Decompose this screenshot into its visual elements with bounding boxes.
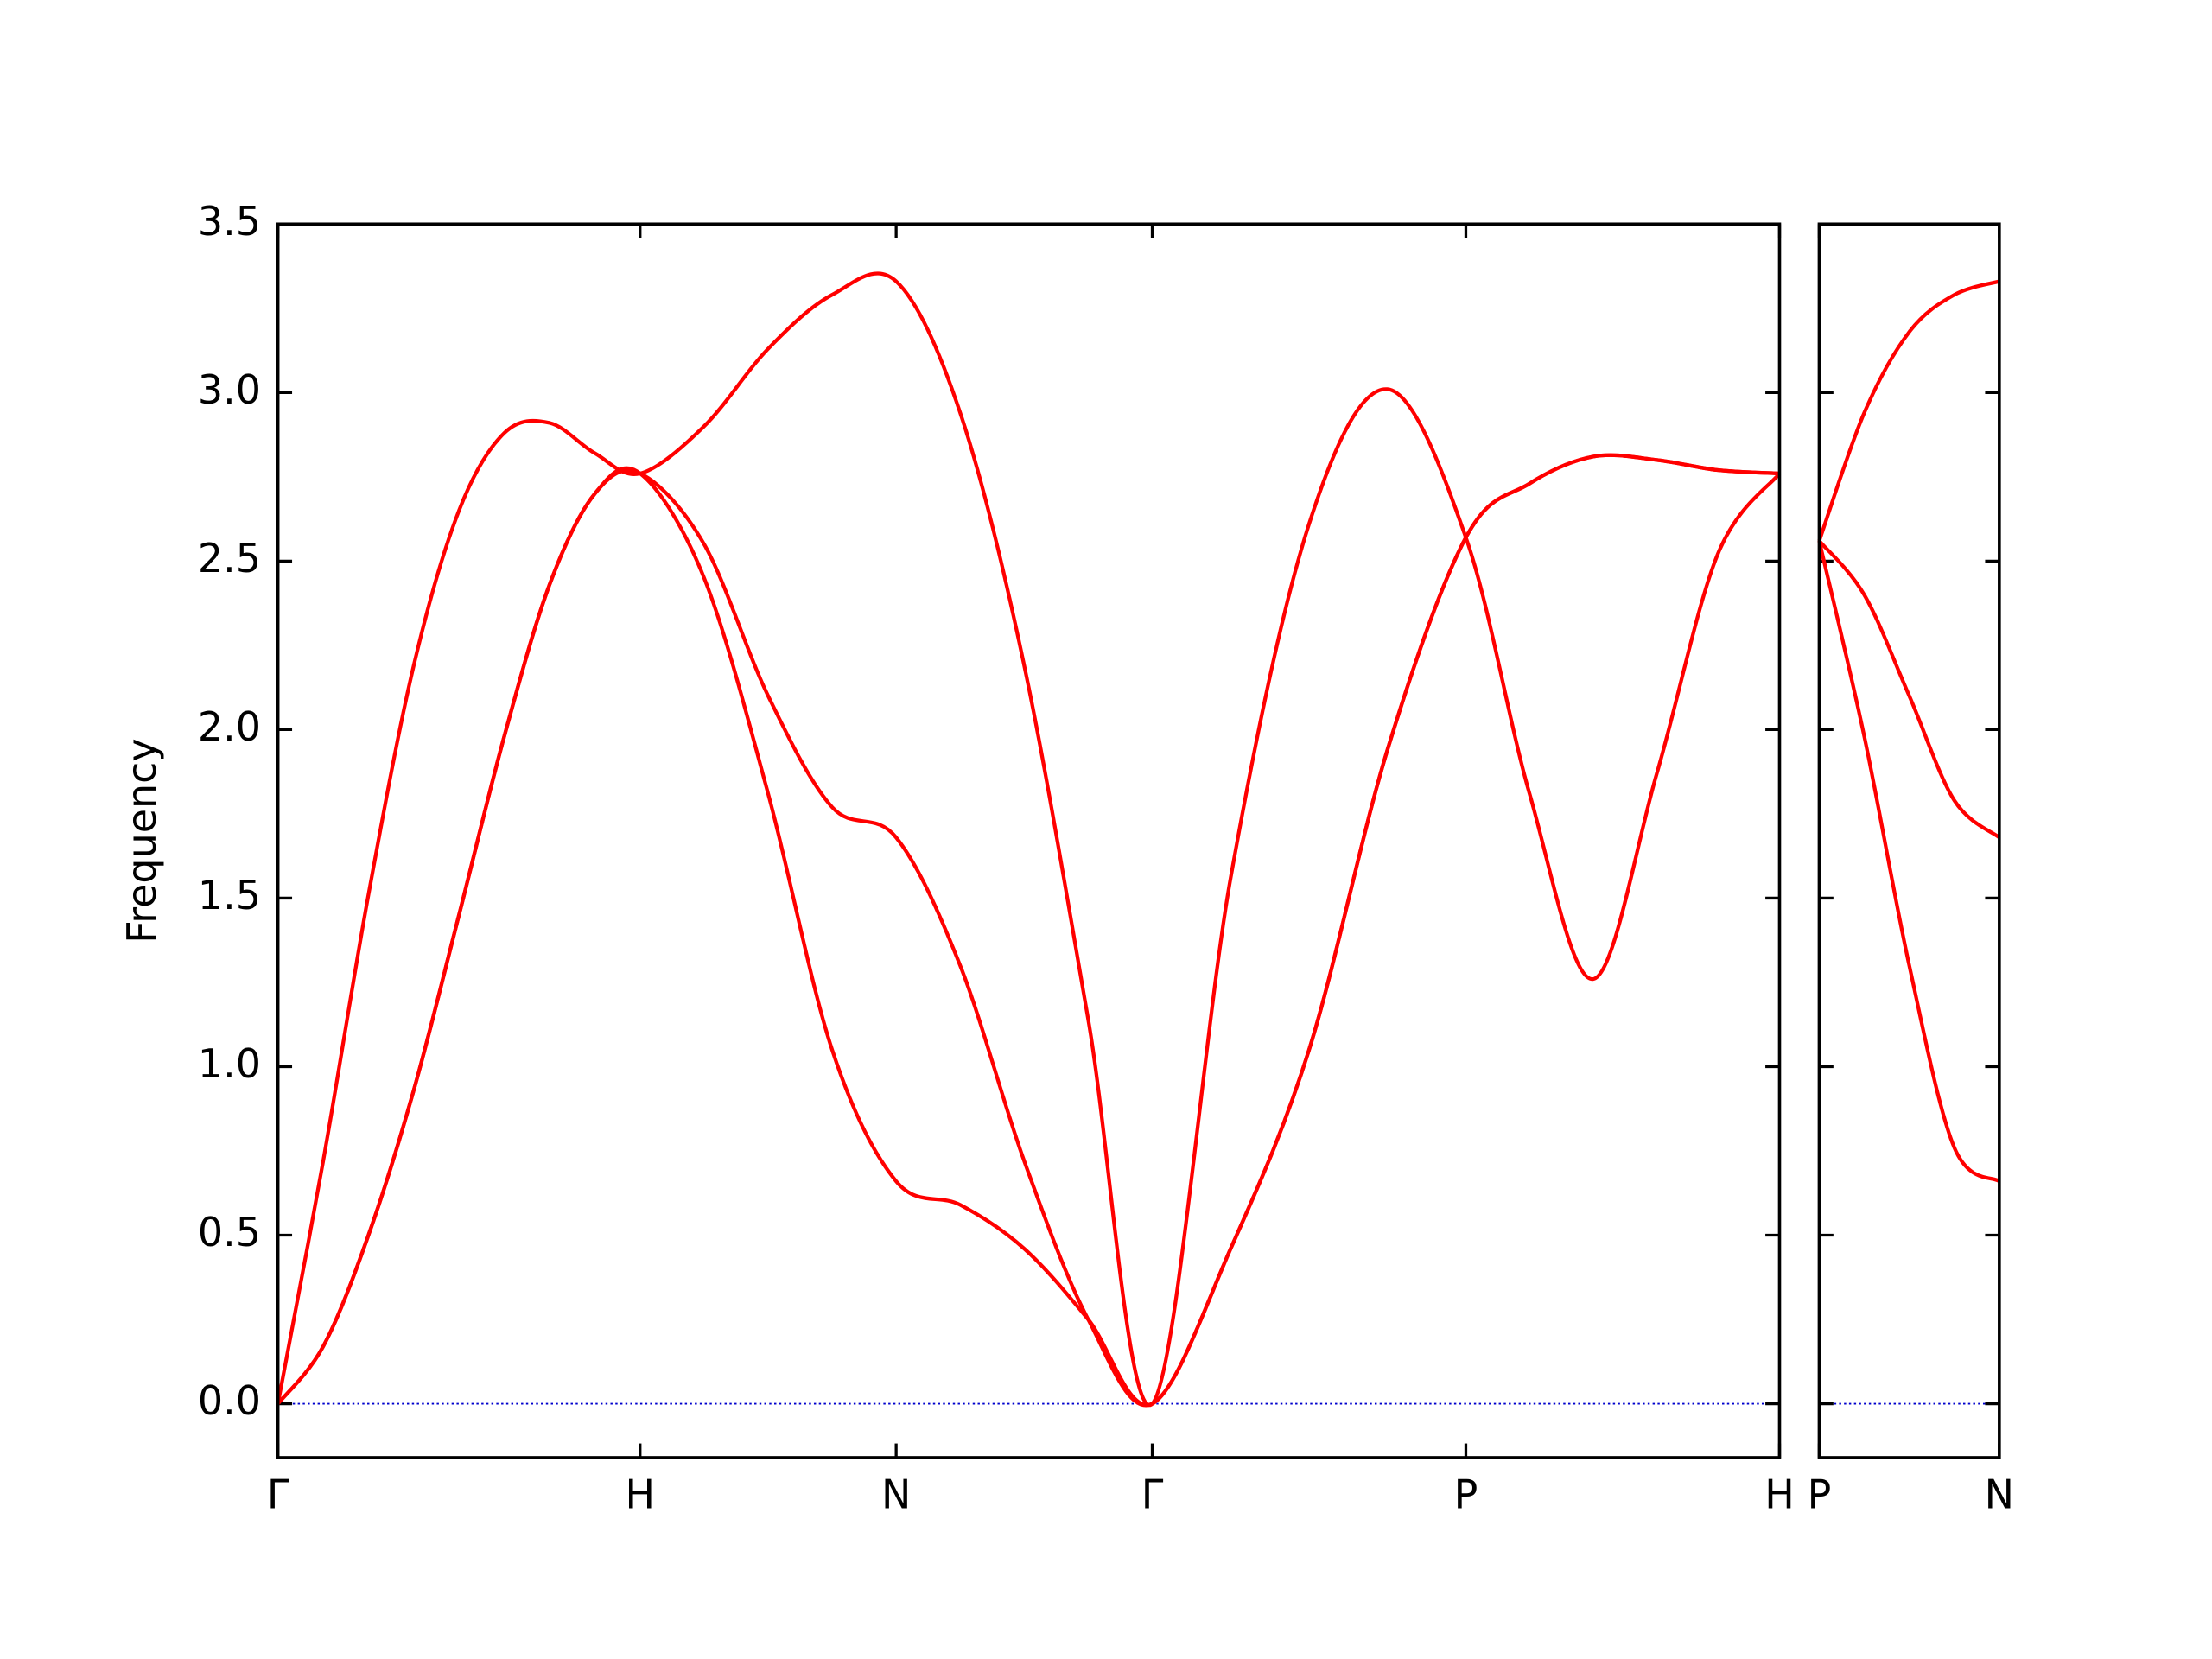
plot-frame xyxy=(1817,222,2001,1459)
x-tick-label: N xyxy=(1985,1471,2014,1517)
band-line xyxy=(1817,279,2000,542)
x-tick-label: Γ xyxy=(267,1471,289,1517)
x-tick-label: H xyxy=(625,1471,655,1517)
x-tick-label: P xyxy=(1808,1471,1832,1517)
y-tick-label: 2.0 xyxy=(198,703,261,750)
band-line xyxy=(276,453,1780,1408)
band-line xyxy=(1817,540,2001,1183)
y-tick-label: 3.5 xyxy=(198,198,261,245)
y-tick-label: 0.5 xyxy=(198,1209,261,1255)
x-tick-label: Γ xyxy=(1141,1471,1164,1517)
x-tick-label: P xyxy=(1454,1471,1478,1517)
band-line xyxy=(276,271,1782,1408)
y-tick-label: 0.0 xyxy=(198,1377,261,1424)
band-line xyxy=(1817,539,2001,839)
plot-frame xyxy=(276,222,1782,1459)
y-tick-label: 1.5 xyxy=(198,872,261,918)
y-tick-label: 1.0 xyxy=(198,1040,261,1087)
x-tick-label: H xyxy=(1764,1471,1795,1517)
y-axis-label: Frequency xyxy=(118,738,165,943)
band-line xyxy=(276,453,1780,1408)
y-tick-label: 2.5 xyxy=(198,535,261,582)
x-tick-label: N xyxy=(881,1471,911,1517)
y-tick-label: 3.0 xyxy=(198,366,261,413)
